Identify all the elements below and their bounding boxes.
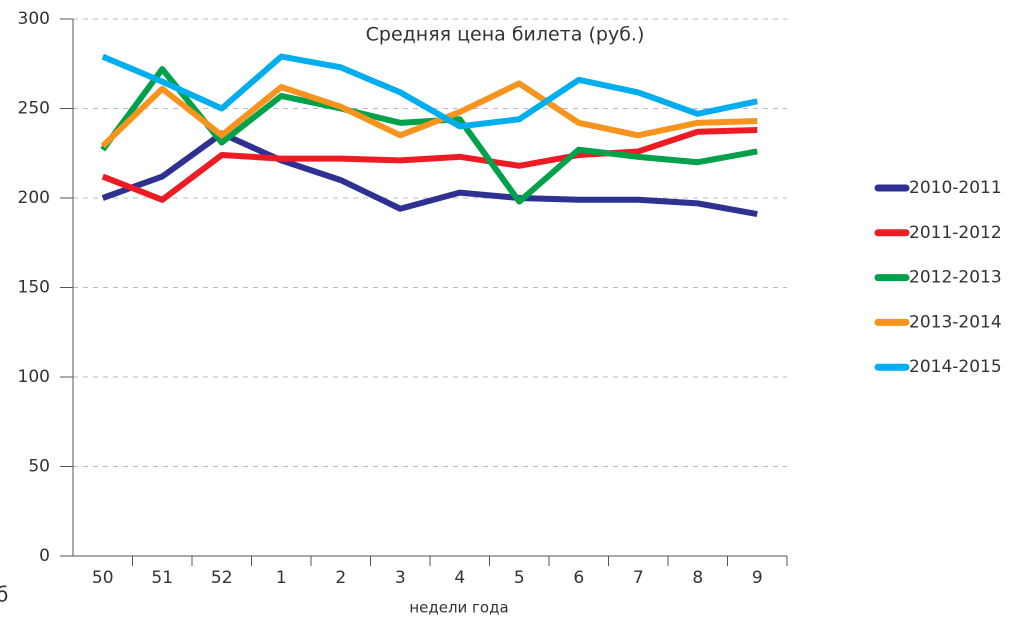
line-series — [101, 53, 758, 130]
y-tick-label: 150 — [18, 278, 50, 298]
x-tick-label: 51 — [151, 568, 173, 588]
y-tick-label: 300 — [18, 9, 50, 29]
legend-label: 2013-2014 — [909, 312, 1002, 332]
y-tick-label: 100 — [18, 367, 50, 387]
y-tick-label: 200 — [18, 188, 50, 208]
legend-label: 2010-2011 — [909, 178, 1002, 198]
x-tick-label: 7 — [633, 568, 644, 588]
x-tick-label: 9 — [752, 568, 763, 588]
x-tick-label: 3 — [395, 568, 406, 588]
line-series — [101, 126, 758, 203]
x-tick-label: 52 — [211, 568, 233, 588]
annotation: б — [0, 583, 8, 607]
line-series — [100, 66, 758, 205]
x-tick-label: 5 — [514, 568, 525, 588]
legend-label: 2012-2013 — [909, 268, 1002, 288]
x-tick-label: 1 — [276, 568, 287, 588]
y-tick-label: 250 — [18, 99, 50, 119]
x-tick-label: 6 — [573, 568, 584, 588]
line-series — [101, 130, 758, 218]
x-tick-label: 8 — [692, 568, 703, 588]
x-tick-label: 2 — [335, 568, 346, 588]
legend-label: 2011-2012 — [909, 223, 1002, 243]
legend-label: 2014-2015 — [909, 357, 1002, 377]
line-series — [100, 80, 758, 149]
x-axis-label: недели года — [409, 599, 508, 617]
y-tick-label: 0 — [39, 546, 50, 566]
chart-title: Средняя цена билета (руб.) — [366, 24, 645, 46]
x-tick-label: 4 — [454, 568, 465, 588]
y-tick-label: 50 — [28, 457, 50, 477]
x-tick-label: 50 — [92, 568, 114, 588]
